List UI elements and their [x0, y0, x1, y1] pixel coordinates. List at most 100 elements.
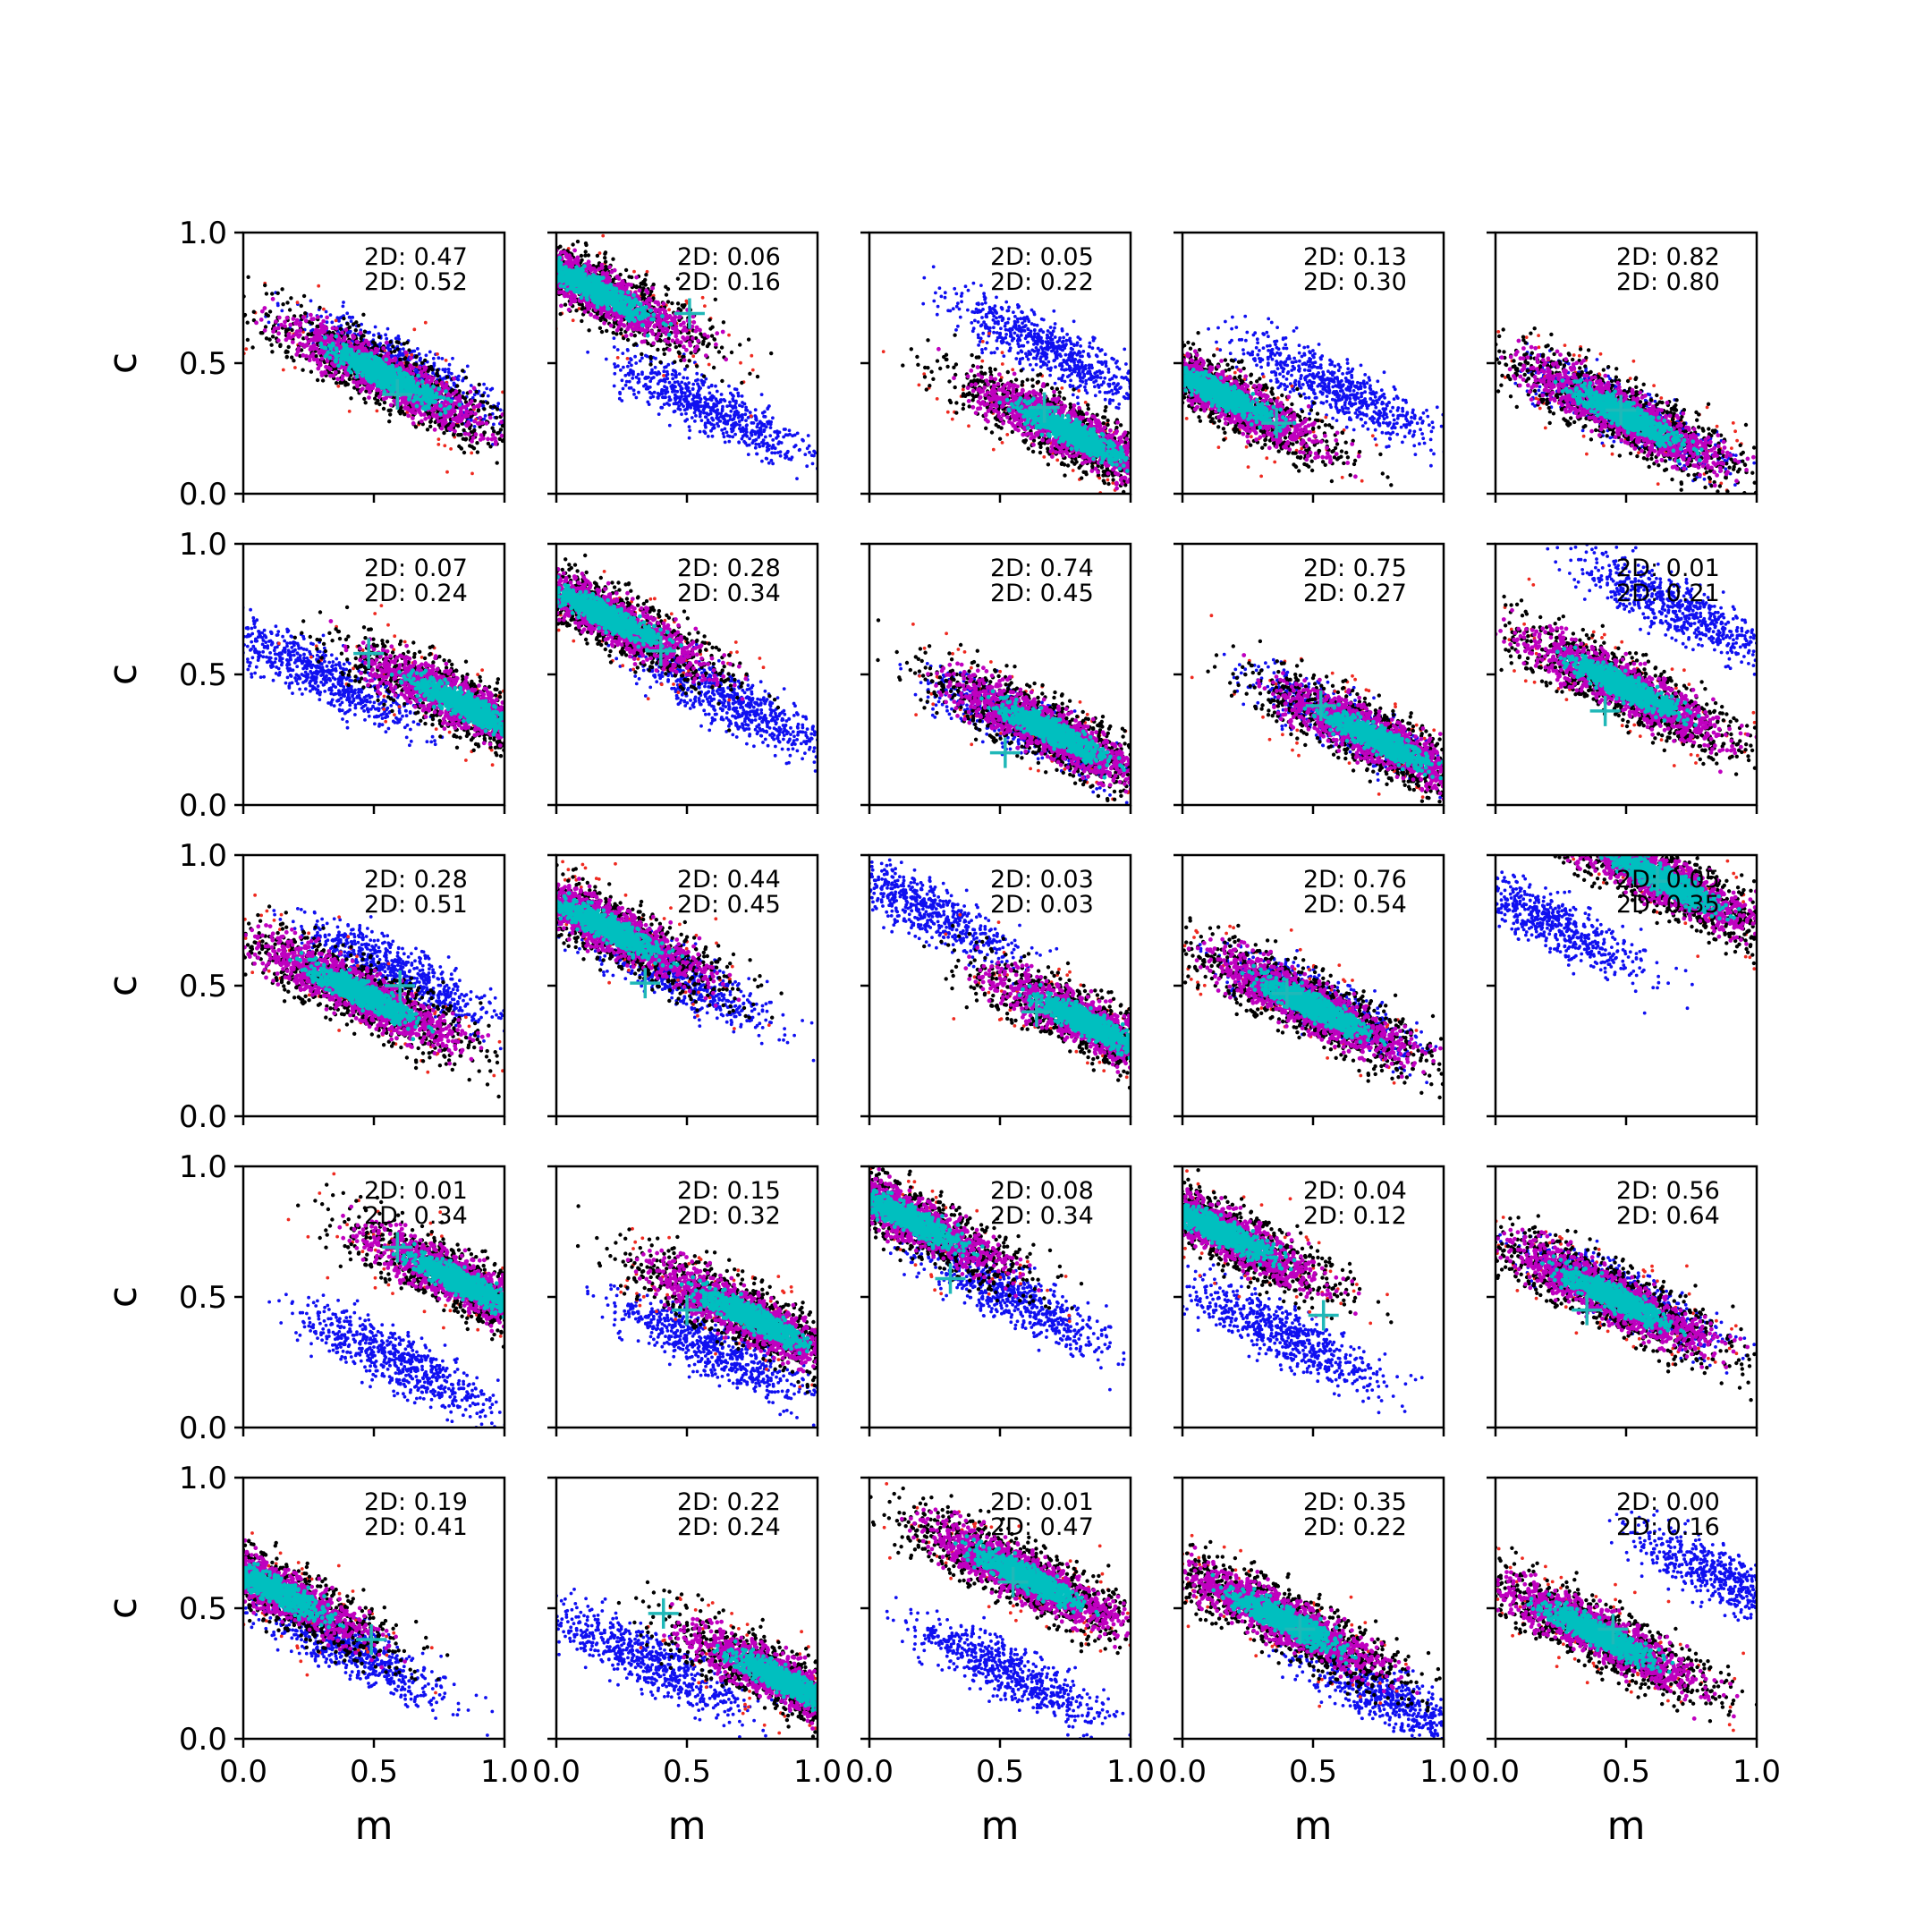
stat-label: 2D: 0.56 [1616, 1177, 1720, 1205]
stat-label: 2D: 0.45 [990, 580, 1094, 607]
true-value-marker [648, 1598, 679, 1629]
stat-label: 2D: 0.47 [364, 243, 468, 271]
stat-label: 2D: 0.12 [1303, 1202, 1407, 1230]
stat-label: 2D: 0.30 [1303, 268, 1407, 296]
y-tick-label: 1.0 [179, 1461, 227, 1496]
y-tick-label: 0.0 [179, 1099, 227, 1135]
stat-label: 2D: 0.07 [364, 555, 468, 582]
point-cloud [1053, 293, 1476, 510]
y-axis-title: c [100, 1286, 146, 1308]
stat-label: 2D: 0.34 [364, 1202, 468, 1230]
stat-label: 2D: 0.75 [1303, 555, 1407, 582]
stat-label: 2D: 0.13 [1303, 243, 1407, 271]
point-cloud [1432, 1183, 1777, 1402]
point-cloud [1137, 893, 1491, 1111]
y-axis-title: c [100, 975, 146, 996]
stat-label: 2D: 0.05 [990, 243, 1094, 271]
x-axis-title: m [1294, 1803, 1333, 1849]
stat-label: 2D: 0.34 [677, 580, 781, 607]
stat-label: 2D: 0.47 [990, 1513, 1094, 1541]
y-tick-label: 1.0 [179, 1149, 227, 1185]
stat-label: 2D: 0.80 [1616, 268, 1720, 296]
x-tick-label: 0.0 [219, 1754, 267, 1790]
y-tick-label: 0.5 [179, 1591, 227, 1627]
y-axis-title: c [100, 352, 146, 374]
x-tick-label: 0.0 [1158, 1754, 1207, 1790]
stat-label: 2D: 0.24 [677, 1513, 781, 1541]
y-tick-label: 1.0 [179, 216, 227, 251]
stat-label: 2D: 0.03 [990, 866, 1094, 894]
point-cloud [1191, 614, 1555, 841]
stat-label: 2D: 0.03 [990, 891, 1094, 919]
y-tick-label: 1.0 [179, 838, 227, 874]
x-axis-title: m [355, 1803, 394, 1849]
stat-label: 2D: 0.35 [1616, 891, 1720, 919]
x-tick-label: 0.5 [663, 1754, 711, 1790]
point-cloud [1114, 1517, 1538, 1794]
stat-label: 2D: 0.00 [1616, 1488, 1720, 1516]
stat-label: 2D: 0.52 [364, 268, 468, 296]
stat-label: 2D: 0.44 [677, 866, 781, 894]
stat-label: 2D: 0.28 [677, 555, 781, 582]
stat-label: 2D: 0.08 [990, 1177, 1094, 1205]
y-tick-label: 0.5 [179, 657, 227, 693]
stat-label: 2D: 0.76 [1303, 866, 1407, 894]
stat-label: 2D: 0.22 [1303, 1513, 1407, 1541]
stat-label: 2D: 0.22 [990, 268, 1094, 296]
x-tick-label: 1.0 [480, 1754, 529, 1790]
stat-label: 2D: 0.28 [364, 866, 468, 894]
stat-label: 2D: 0.27 [1303, 580, 1407, 607]
x-tick-label: 0.5 [350, 1754, 398, 1790]
x-tick-label: 1.0 [1419, 1754, 1468, 1790]
x-tick-label: 0.5 [976, 1754, 1024, 1790]
point-cloud [1411, 1509, 1875, 1732]
point-cloud [436, 802, 820, 1063]
stat-label: 2D: 0.04 [1303, 1177, 1407, 1205]
x-axis-title: m [981, 1803, 1020, 1849]
stat-label: 2D: 0.01 [990, 1488, 1094, 1516]
stat-label: 2D: 0.45 [677, 891, 781, 919]
stat-label: 2D: 0.51 [364, 891, 468, 919]
y-axis-title: c [100, 664, 146, 685]
blue-sample-cloud [586, 336, 851, 487]
x-tick-label: 1.0 [1733, 1754, 1781, 1790]
stat-label: 2D: 0.05 [1616, 866, 1720, 894]
point-cloud [184, 880, 538, 1099]
true-value-marker [1309, 1300, 1339, 1330]
x-axis-title: m [668, 1803, 707, 1849]
stat-label: 2D: 0.15 [677, 1177, 781, 1205]
x-tick-label: 0.0 [845, 1754, 894, 1790]
stat-label: 2D: 0.82 [1616, 243, 1720, 271]
stat-label: 2D: 0.16 [1616, 1513, 1720, 1541]
x-tick-label: 0.5 [1602, 1754, 1650, 1790]
x-tick-label: 1.0 [793, 1754, 842, 1790]
x-axis-title: m [1607, 1803, 1646, 1849]
y-tick-label: 0.0 [179, 1722, 227, 1758]
x-tick-label: 0.0 [1471, 1754, 1520, 1790]
y-tick-label: 0.0 [179, 1411, 227, 1446]
stat-label: 2D: 0.01 [1616, 555, 1720, 582]
stat-label: 2D: 0.32 [677, 1202, 781, 1230]
point-cloud [515, 1580, 959, 1775]
stat-label: 2D: 0.21 [1616, 580, 1720, 607]
y-tick-label: 0.5 [179, 346, 227, 382]
y-tick-label: 0.0 [179, 477, 227, 513]
stat-label: 2D: 0.34 [990, 1202, 1094, 1230]
point-cloud [217, 275, 569, 492]
y-axis-title: c [100, 1597, 146, 1619]
stat-label: 2D: 0.41 [364, 1513, 468, 1541]
